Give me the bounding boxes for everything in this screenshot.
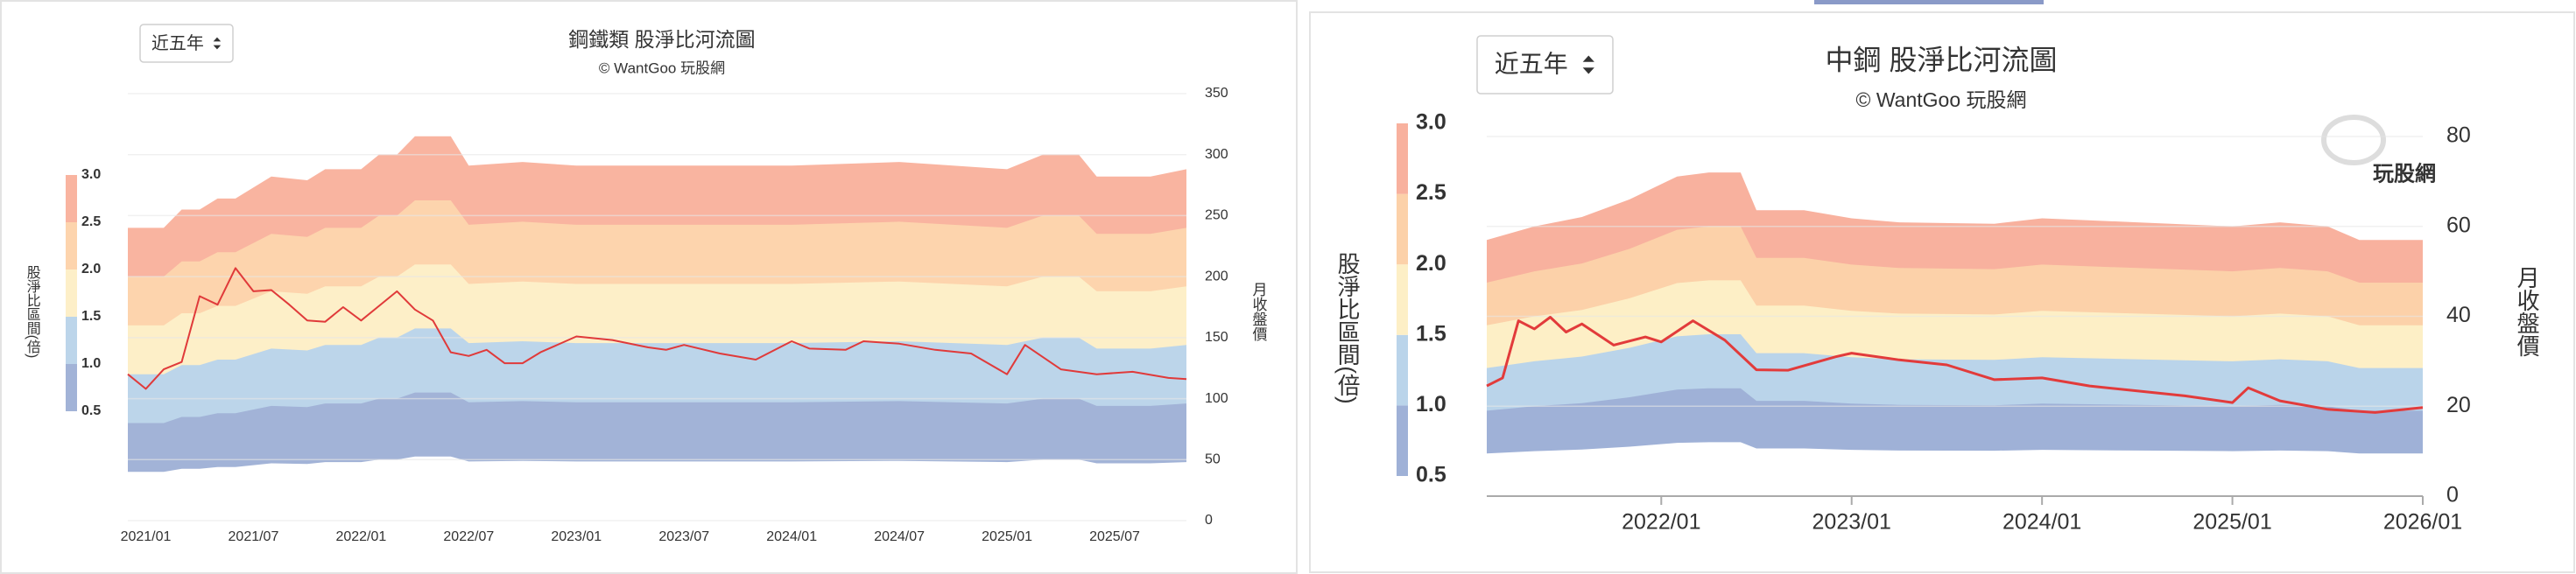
y-tick-label: 0 (2446, 483, 2459, 508)
dropdown-arrow (1582, 55, 1594, 74)
legend-label: 2.0 (81, 262, 101, 276)
price-line (127, 267, 1187, 390)
legend-label: 2.5 (1416, 180, 1446, 205)
y-tick-label: 80 (2446, 123, 2471, 148)
x-tick-label: 2025/07 (1089, 529, 1140, 544)
y-tick-label: 250 (1205, 208, 1228, 223)
x-tick-label: 2022/01 (335, 529, 386, 544)
legend-title: 股淨比區間(倍) (25, 265, 41, 359)
y-tick-label: 300 (1205, 147, 1228, 162)
range-dropdown[interactable]: 近五年 (139, 24, 234, 63)
y-tick-label: 40 (2446, 303, 2471, 327)
chart-subtitle: © WantGoo 玩股網 (599, 60, 725, 76)
chart-title: 鋼鐵類 股淨比河流圖 (568, 28, 755, 51)
dropdown-label: 近五年 (1495, 50, 1568, 77)
legend-swatch (66, 222, 77, 270)
legend-label: 0.5 (1416, 463, 1446, 487)
legend-label: 1.0 (1416, 392, 1446, 416)
legend-swatch (66, 317, 77, 364)
price-line (1486, 316, 2424, 414)
y-axis-title: 月收盤價 (2514, 266, 2540, 357)
legend-swatch (1397, 123, 1408, 194)
watermark: 玩股網 (2373, 162, 2436, 186)
y-tick-label: 200 (1205, 269, 1228, 284)
legend-label: 0.5 (81, 403, 101, 418)
y-tick-label: 60 (2446, 213, 2471, 237)
legend-label: 1.5 (1416, 321, 1446, 346)
x-tick-label: 2026/01 (2383, 510, 2462, 535)
chart-title: 中鋼 股淨比河流圖 (1826, 44, 2058, 75)
y-tick-label: 50 (1205, 452, 1221, 467)
x-tick-label: 2024/01 (2002, 510, 2081, 535)
x-tick-label: 2022/07 (443, 529, 494, 544)
legend-swatch (1397, 405, 1408, 476)
range-dropdown[interactable]: 近五年 (1476, 35, 1614, 94)
chart-subtitle: © WantGoo 玩股網 (1855, 88, 2026, 111)
y-tick-label: 20 (2446, 393, 2471, 417)
dropdown-label: 近五年 (151, 33, 204, 53)
band-area (128, 456, 1186, 521)
legend-swatch (1397, 193, 1408, 265)
x-tick-label: 2023/01 (551, 529, 602, 544)
legend-label: 3.0 (81, 167, 101, 182)
band-area (1487, 442, 2423, 496)
x-tick-label: 2022/01 (1622, 510, 1700, 535)
dropdown-arrow (213, 37, 222, 50)
y-axis-title: 月收盤價 (1250, 282, 1268, 341)
x-tick-label: 2025/01 (2192, 510, 2271, 535)
legend-label: 1.0 (81, 356, 101, 371)
legend-swatch (66, 364, 77, 411)
x-tick-label: 2021/01 (121, 529, 172, 544)
x-tick-label: 2023/01 (1812, 510, 1891, 535)
x-tick-label: 2025/01 (982, 529, 1032, 544)
legend-title: 股淨比區間(倍) (1334, 252, 1361, 403)
y-tick-label: 100 (1205, 391, 1228, 406)
legend-swatch (66, 270, 77, 317)
x-tick-label: 2023/07 (658, 529, 709, 544)
legend-label: 1.5 (81, 309, 101, 324)
x-tick-label: 2021/07 (229, 529, 279, 544)
legend-label: 2.0 (1416, 251, 1446, 276)
y-tick-label: 0 (1205, 513, 1213, 528)
x-tick-label: 2024/01 (766, 529, 817, 544)
y-tick-label: 150 (1205, 330, 1228, 345)
legend-label: 2.5 (81, 214, 101, 229)
legend-swatch (1397, 334, 1408, 406)
legend-label: 3.0 (1416, 110, 1446, 135)
dropdown-box (1476, 35, 1614, 94)
y-tick-label: 350 (1205, 86, 1228, 101)
watermark-icon (2321, 115, 2386, 165)
x-tick-label: 2024/07 (874, 529, 925, 544)
legend-swatch (66, 175, 77, 222)
legend-swatch (1397, 264, 1408, 335)
dropdown-box (139, 24, 234, 63)
top-tab (1814, 0, 2044, 4)
